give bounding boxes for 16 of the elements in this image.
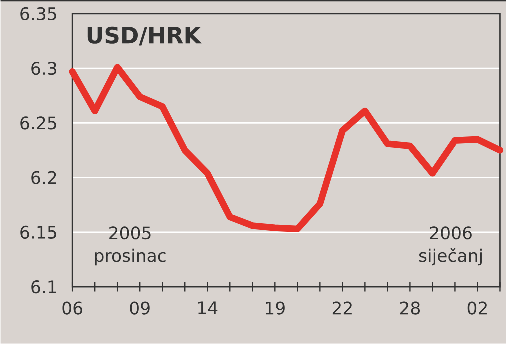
y-tick-label: 6.2	[32, 171, 56, 184]
x-tick-label: 14	[198, 302, 218, 314]
x-tick-label: 09	[130, 302, 150, 315]
y-tick-label: 6.1	[32, 280, 56, 294]
x-tick-label: 19	[266, 302, 285, 315]
y-tick-label: 6.15	[20, 226, 56, 240]
x-tick-label: 02	[468, 302, 487, 315]
chart-title: USD/HRK	[88, 26, 202, 46]
annotation: 2005 prosinac	[95, 226, 166, 266]
y-tick-label: 6.3	[32, 62, 57, 76]
x-tick-label: 06	[62, 302, 82, 315]
x-tick-label: 28	[400, 302, 420, 315]
y-tick-label: 6.35	[20, 7, 56, 21]
y-tick-label: 6.25	[20, 116, 56, 130]
x-tick-label: 22	[332, 302, 352, 315]
annotation: 2006 siječanj	[419, 226, 482, 266]
